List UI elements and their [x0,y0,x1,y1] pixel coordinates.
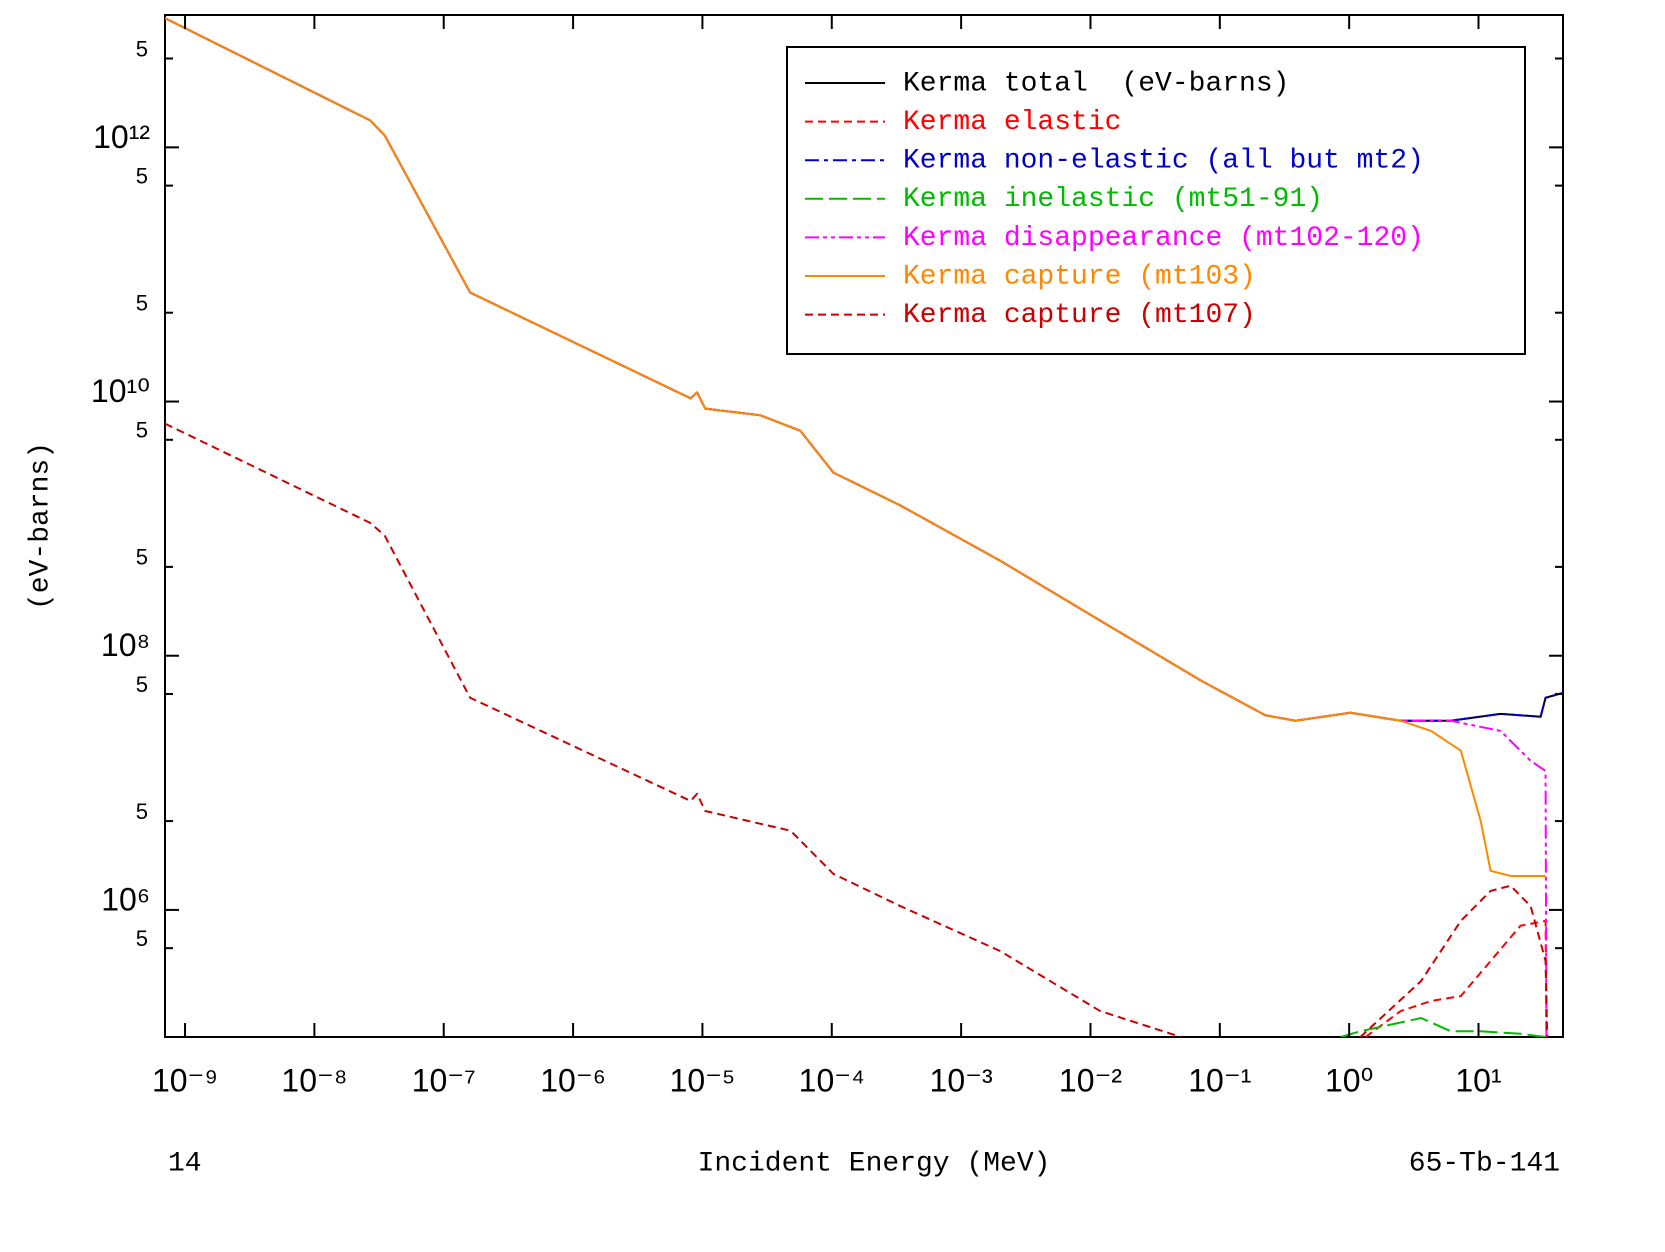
legend-label: Kerma capture (mt103) [903,261,1256,292]
y-tick-label: 10⁶ [101,881,150,917]
y-tick-label: 5 [136,36,148,61]
y-tick-label: 5 [136,545,148,570]
series-line [1365,919,1548,1037]
legend-label: Kerma capture (mt107) [903,300,1256,331]
legend-label: Kerma total (eV-barns) [903,68,1289,99]
x-tick-label: 10⁻² [1059,1062,1122,1098]
x-tick-label: 10⁻⁵ [670,1062,736,1098]
x-tick-label: 10⁻⁸ [281,1062,347,1098]
x-tick-label: 10⁻⁹ [152,1062,218,1098]
y-tick-label: 10¹⁰ [91,373,150,409]
legend-label: Kerma inelastic (mt51-91) [903,184,1323,215]
legend-label: Kerma non-elastic (all but mt2) [903,146,1424,177]
series-line [165,17,1546,877]
y-tick-label: 5 [136,163,148,188]
x-tick-label: 10⁻³ [930,1062,993,1098]
y-tick-label: 10¹² [93,119,150,155]
plot-frame [164,14,1564,1038]
y-axis-label: (eV-barns) [25,442,56,610]
y-tick-label: 10⁸ [101,627,150,663]
legend-box [786,46,1526,355]
legend-label: Kerma elastic [903,107,1121,138]
x-axis-label: Incident Energy (MeV) [698,1148,1051,1179]
x-tick-label: 10⁰ [1325,1062,1373,1098]
left-note: 14 [168,1148,202,1179]
right-note: 65-Tb-141 [1409,1148,1560,1179]
y-tick-label: 5 [136,418,148,443]
x-tick-label: 10⁻⁶ [540,1062,606,1098]
y-tick-label: 5 [136,799,148,824]
series-line [1340,1017,1546,1037]
y-tick-label: 5 [136,672,148,697]
series-layer [165,17,1563,1037]
series-line [165,422,1549,1037]
x-tick-label: 10⁻⁴ [799,1062,865,1098]
legend-label: Kerma disappearance (mt102-120) [903,223,1424,254]
x-tick-label: 10⁻⁷ [412,1062,476,1098]
x-tick-label: 10⁻¹ [1188,1062,1251,1098]
y-tick-label: 5 [136,291,148,316]
y-tick-label: 5 [136,926,148,951]
x-tick-label: 10¹ [1455,1062,1501,1098]
